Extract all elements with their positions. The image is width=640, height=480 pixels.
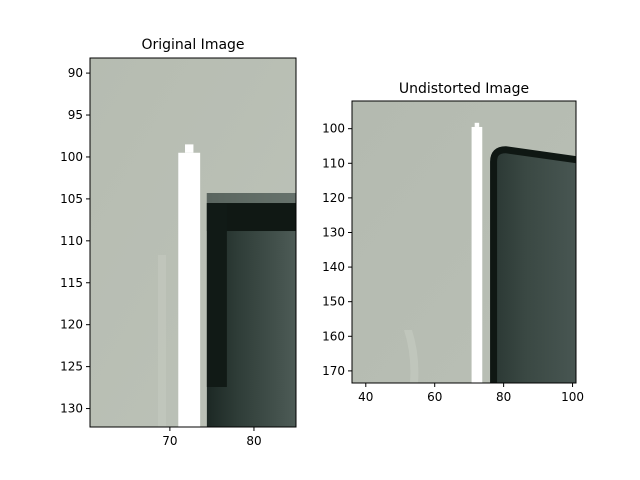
- y-tick-label: 120: [322, 191, 345, 205]
- original-y-axis: 90 95 100 105 110 115 120 125 130: [60, 66, 90, 416]
- original-image-title: Original Image: [141, 37, 244, 53]
- undistorted-axes-frame: [351, 100, 577, 384]
- y-tick-label: 95: [68, 108, 83, 122]
- original-image-panel: Original Image 70 80 90 95 100 105 110 115 120 1…: [60, 37, 297, 448]
- original-dark-edge-left: [206, 203, 227, 387]
- undistorted-dark-edge: [490, 146, 576, 383]
- y-tick-label: 105: [60, 192, 83, 206]
- undistorted-x-axis: 40 60 80 100: [358, 383, 584, 404]
- original-faint-streak: [158, 255, 166, 427]
- undistorted-image-pixels: [352, 101, 576, 383]
- original-white-marker: [178, 152, 201, 427]
- undistorted-faint-streak: [404, 330, 419, 383]
- y-tick-label: 160: [322, 329, 345, 343]
- undistorted-y-axis: 100 110 120 130 140 150 160 170: [322, 122, 352, 378]
- y-tick-label: 130: [60, 402, 83, 416]
- undistorted-marker-cap: [474, 122, 480, 127]
- undistorted-white-marker: [471, 126, 483, 383]
- y-tick-label: 125: [60, 360, 83, 374]
- original-x-axis: 70 80: [162, 427, 262, 448]
- original-top-shade: [206, 193, 296, 204]
- y-tick-label: 90: [68, 66, 83, 80]
- original-axes-frame: [89, 57, 297, 428]
- y-tick-label: 150: [322, 295, 345, 309]
- undistorted-image-panel: Undistorted Image 40 60 80 100 100 110 120 130…: [322, 81, 584, 404]
- original-marker-cap: [185, 144, 194, 153]
- y-tick-label: 170: [322, 364, 345, 378]
- x-tick-label: 80: [246, 434, 261, 448]
- y-tick-label: 115: [60, 276, 83, 290]
- original-image-pixels: [90, 58, 296, 427]
- x-tick-label: 70: [162, 434, 177, 448]
- y-tick-label: 110: [60, 234, 83, 248]
- y-tick-label: 120: [60, 318, 83, 332]
- x-tick-label: 80: [496, 390, 511, 404]
- y-tick-label: 100: [60, 150, 83, 164]
- x-tick-label: 60: [427, 390, 442, 404]
- y-tick-label: 110: [322, 156, 345, 170]
- y-tick-label: 100: [322, 122, 345, 136]
- y-tick-label: 130: [322, 225, 345, 239]
- x-tick-label: 100: [561, 390, 584, 404]
- undistorted-dark-object: [491, 147, 576, 383]
- undistorted-image-title: Undistorted Image: [399, 81, 529, 97]
- y-tick-label: 140: [322, 260, 345, 274]
- x-tick-label: 40: [358, 390, 373, 404]
